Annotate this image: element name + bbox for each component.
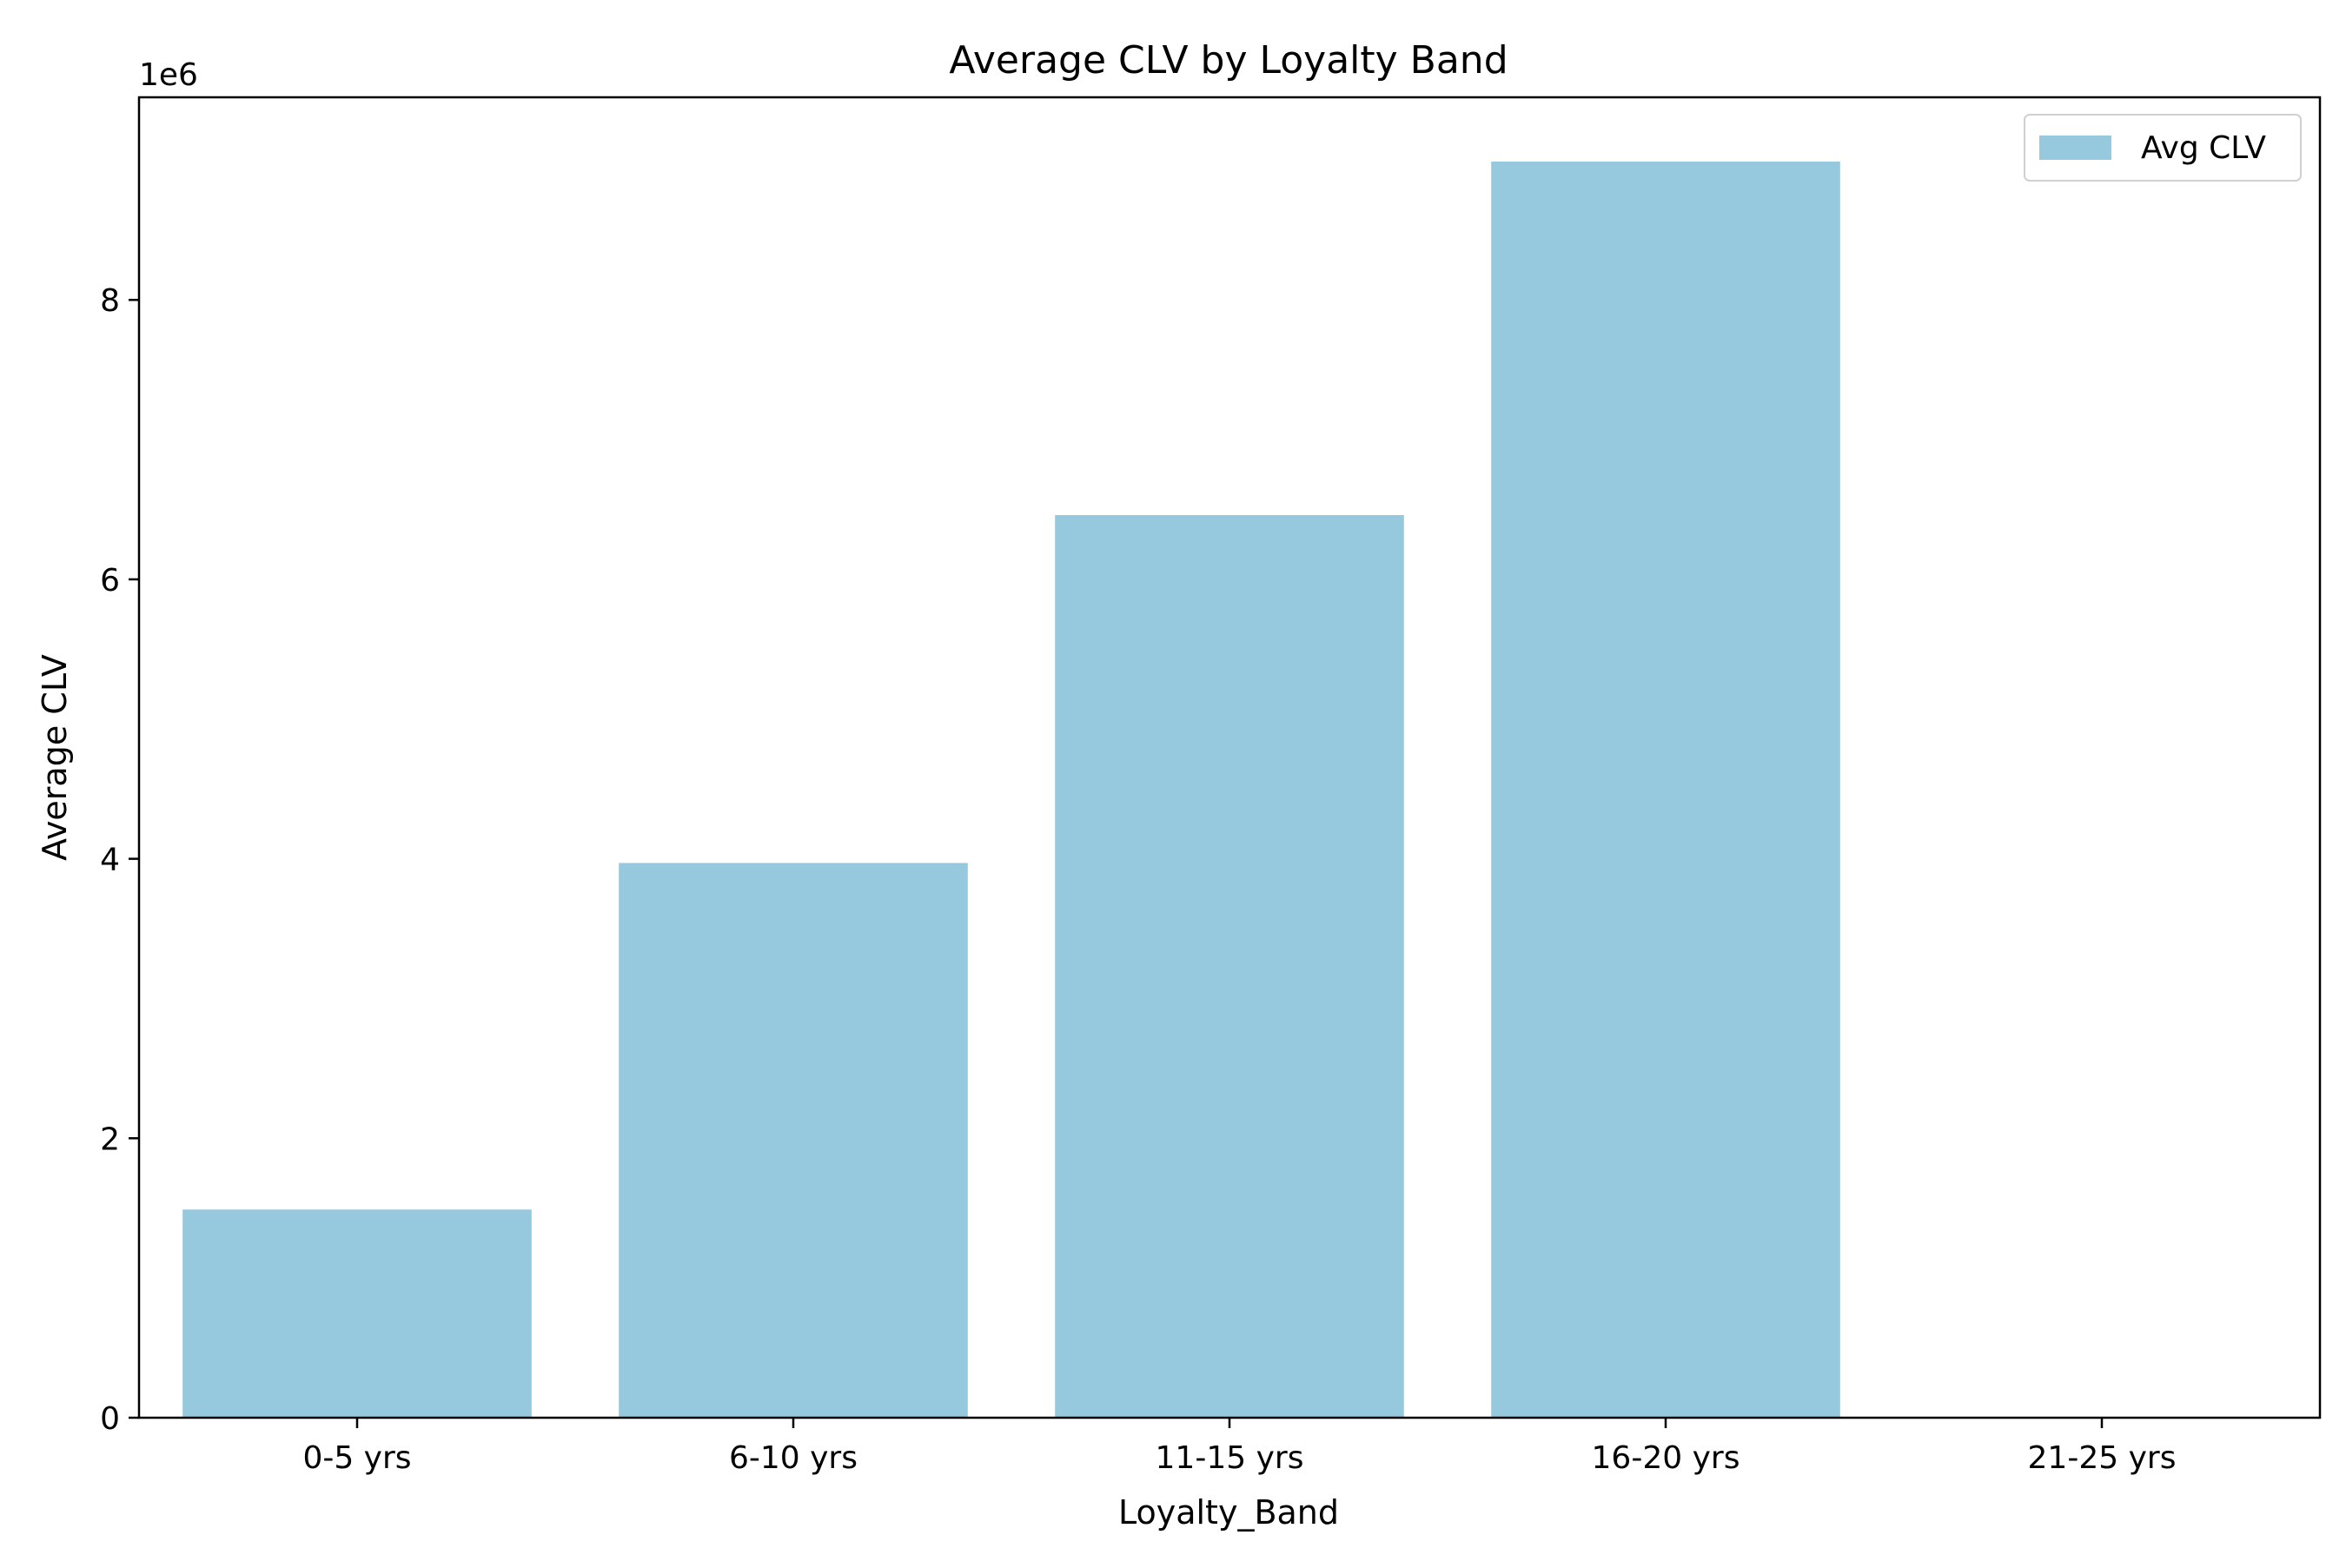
plot-area-frame <box>137 96 2322 1419</box>
bar-16-20-yrs <box>1491 161 1840 1419</box>
x-tick-label: 11-15 yrs <box>1156 1440 1304 1476</box>
bar-0-5-yrs <box>182 1209 532 1418</box>
x-axis-ticks: 0-5 yrs 6-10 yrs 11-15 yrs 16-20 yrs 21-25 y… <box>302 1418 2176 1476</box>
y-tick-label: 8 <box>100 283 120 319</box>
y-tick-label: 6 <box>100 563 120 599</box>
legend-swatch <box>2039 136 2111 160</box>
y-axis-offset-text: 1e6 <box>139 57 198 93</box>
bars-group <box>182 161 1840 1419</box>
y-tick-label: 2 <box>100 1121 120 1157</box>
legend: Avg CLV <box>2024 114 2302 182</box>
x-tick-label: 16-20 yrs <box>1592 1440 1740 1476</box>
legend-box <box>2024 114 2302 182</box>
y-axis-label: Average CLV <box>36 654 74 861</box>
y-tick-label: 4 <box>100 843 120 878</box>
x-tick-label: 0-5 yrs <box>302 1440 411 1476</box>
x-axis-label: Loyalty_Band <box>1118 1493 1339 1532</box>
x-tick-label: 6-10 yrs <box>729 1440 858 1476</box>
legend-label: Avg CLV <box>2141 130 2266 166</box>
chart-title: Average CLV by Loyalty Band <box>949 38 1508 83</box>
y-axis-ticks: 0 2 4 6 8 <box>100 283 139 1437</box>
bar-11-15-yrs <box>1055 514 1404 1419</box>
bar-6-10-yrs <box>619 863 968 1418</box>
x-tick-label: 21-25 yrs <box>2028 1440 2177 1476</box>
y-tick-label: 0 <box>100 1401 120 1437</box>
